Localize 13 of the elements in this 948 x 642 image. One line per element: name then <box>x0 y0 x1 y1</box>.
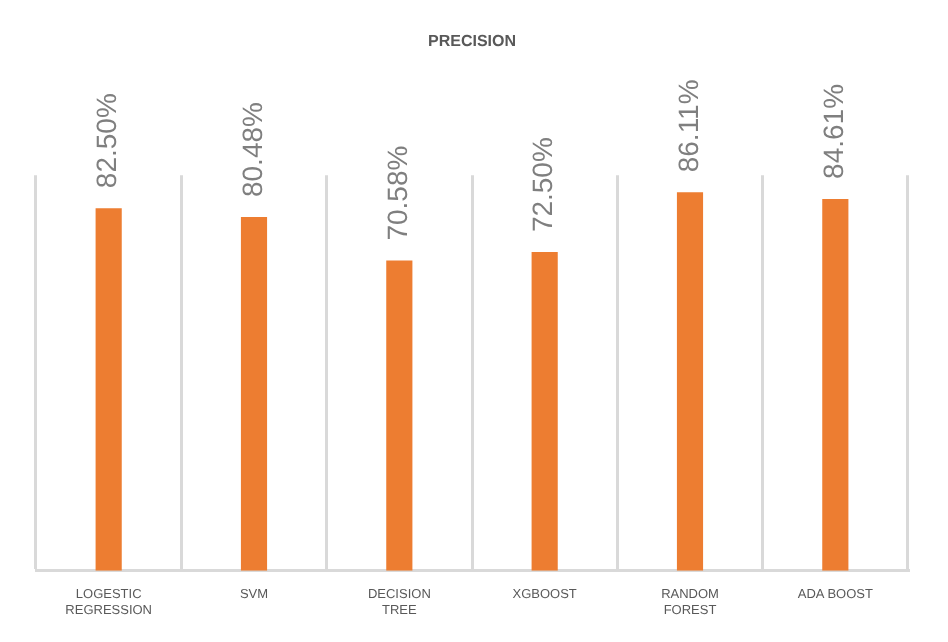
data-label: 86.11% <box>671 79 704 173</box>
data-label: 84.61% <box>817 83 850 179</box>
bar <box>531 252 558 571</box>
data-label: 70.58% <box>381 145 414 241</box>
bar <box>386 260 413 571</box>
bar <box>676 192 704 571</box>
chart-title: PRECISION <box>427 32 517 51</box>
data-label: 82.50% <box>90 93 123 189</box>
bar <box>95 208 122 571</box>
bar <box>822 198 849 571</box>
data-label: 80.48% <box>235 102 268 198</box>
data-label: 72.50% <box>526 137 559 233</box>
bar <box>240 217 268 571</box>
